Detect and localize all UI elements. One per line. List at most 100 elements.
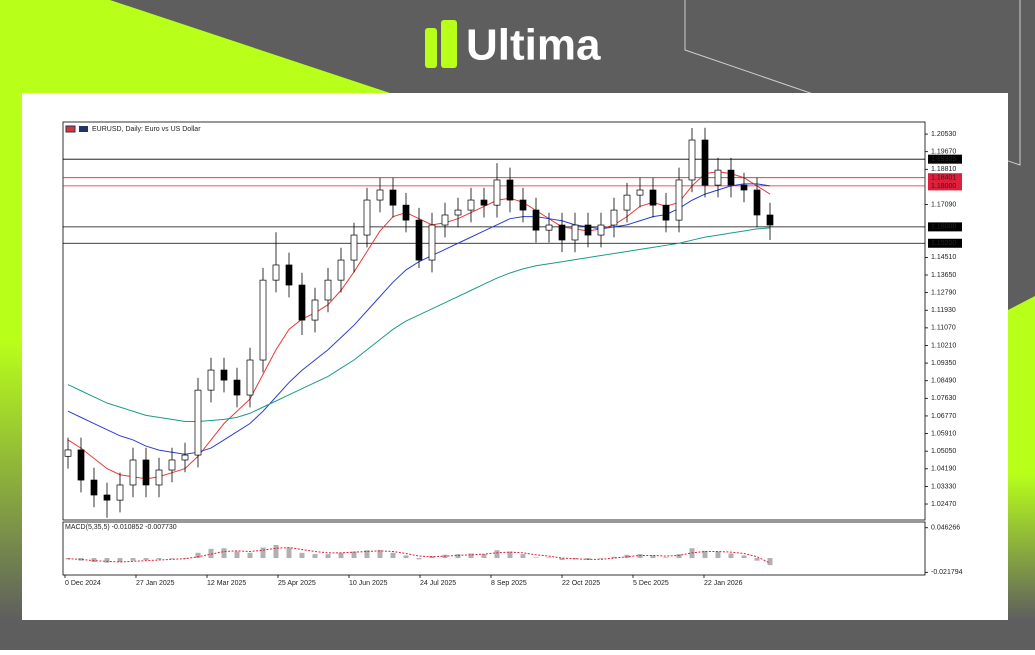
- candle-body: [246, 359, 254, 396]
- macd-bar: [169, 558, 175, 559]
- macd-bar: [130, 558, 136, 561]
- x-tick-label: 10 Jun 2025: [349, 580, 388, 587]
- candle-body: [610, 209, 618, 226]
- macd-bar: [598, 558, 604, 559]
- macd-bar: [273, 544, 279, 559]
- candle-body: [480, 199, 488, 206]
- chart-panel: [22, 93, 1008, 620]
- macd-bar: [559, 558, 565, 561]
- candle-body: [428, 224, 436, 261]
- x-tick-label: 0 Dec 2024: [65, 580, 101, 587]
- level-label-box: [928, 154, 962, 164]
- y-tick-label: 1.02470: [931, 501, 956, 508]
- candle-body: [467, 199, 475, 211]
- y-tick-label: -0.021794: [931, 569, 963, 576]
- y-tick-label: 1.20530: [931, 131, 956, 138]
- accent-right: [1008, 296, 1035, 620]
- macd-bar: [390, 552, 396, 559]
- candle-body: [454, 209, 462, 216]
- x-tick-label: 24 Jul 2025: [420, 580, 456, 587]
- y-tick-label: 1.08490: [931, 378, 956, 385]
- x-tick-label: 22 Jan 2026: [704, 580, 743, 587]
- y-tick-label: 1.17090: [931, 201, 956, 208]
- candle-body: [714, 169, 722, 186]
- level-label-box: [928, 238, 962, 248]
- candle-body: [558, 224, 566, 241]
- y-tick-label: 1.07630: [931, 395, 956, 402]
- level-label: 1.15200: [931, 240, 956, 247]
- macd-bar: [260, 547, 266, 559]
- macd-bar: [117, 558, 123, 562]
- candle-body: [272, 264, 280, 281]
- x-tick-label: 5 Dec 2025: [633, 580, 669, 587]
- candle-body: [324, 279, 332, 301]
- candle-body: [597, 224, 605, 236]
- macd-bar: [507, 551, 513, 559]
- macd-bar: [91, 558, 97, 562]
- x-tick-label: 27 Jan 2025: [136, 580, 175, 587]
- macd-bar: [234, 551, 240, 559]
- macd-bar: [611, 556, 617, 559]
- macd-bar: [195, 552, 201, 559]
- candle-body: [753, 189, 761, 216]
- macd-bar: [403, 555, 409, 559]
- macd-bar: [208, 548, 214, 559]
- candle-body: [506, 179, 514, 201]
- candle-body: [116, 484, 124, 501]
- y-tick-label: 1.12790: [931, 289, 956, 296]
- macd-bar: [715, 551, 721, 559]
- macd-bar: [299, 552, 305, 559]
- macd-bar: [663, 557, 669, 559]
- level-label: 1.18401: [931, 175, 956, 182]
- y-tick-label: 1.13650: [931, 272, 956, 279]
- macd-bar: [416, 558, 422, 560]
- candle-body: [675, 179, 683, 221]
- y-tick-label: 1.14510: [931, 254, 956, 261]
- macd-bar: [221, 548, 227, 559]
- macd-bar: [494, 550, 500, 559]
- x-tick-label: 22 Oct 2025: [562, 580, 600, 587]
- macd-bar: [572, 558, 578, 560]
- candle-body: [259, 279, 267, 361]
- candle-body: [181, 454, 189, 461]
- y-tick-label: 1.06770: [931, 413, 956, 420]
- macd-bar: [325, 554, 331, 559]
- candle-body: [220, 369, 228, 381]
- macd-bar: [767, 558, 773, 566]
- candle-body: [402, 204, 410, 221]
- candle-body: [77, 449, 85, 481]
- candle-body: [311, 299, 319, 321]
- y-tick-label: 1.09350: [931, 360, 956, 367]
- macd-bar: [78, 558, 84, 561]
- logo-mark: [441, 20, 457, 68]
- candle-body: [103, 494, 111, 501]
- y-tick-label: 1.11070: [931, 325, 956, 332]
- candle-body: [688, 139, 696, 181]
- candle-body: [532, 209, 540, 231]
- macd-bar: [650, 555, 656, 559]
- y-tick-label: 1.05910: [931, 430, 956, 437]
- candle-body: [298, 284, 306, 321]
- candle-body: [519, 199, 527, 211]
- level-label: 1.19305: [931, 156, 956, 163]
- chart-title: EURUSD, Daily: Euro vs US Dollar: [92, 126, 201, 133]
- level-label: 1.16000: [931, 224, 956, 231]
- candle-body: [571, 224, 579, 241]
- candle-body: [350, 234, 358, 261]
- moving-average: [67, 227, 771, 422]
- candle-body: [727, 169, 735, 186]
- candle-body: [636, 189, 644, 196]
- macd-bar: [520, 554, 526, 559]
- y-tick-label: 1.11930: [931, 307, 956, 314]
- x-tick-label: 8 Sep 2025: [491, 580, 527, 587]
- level-label: 1.18000: [931, 183, 956, 190]
- candle-body: [662, 204, 670, 221]
- macd-bar: [741, 555, 747, 559]
- plot-frame: [62, 121, 926, 521]
- macd-bar: [156, 558, 162, 560]
- candle-body: [129, 459, 137, 486]
- macd-bar: [481, 554, 487, 559]
- accent-left: [0, 0, 390, 620]
- y-tick-label: 1.05050: [931, 448, 956, 455]
- candle-body: [376, 189, 384, 201]
